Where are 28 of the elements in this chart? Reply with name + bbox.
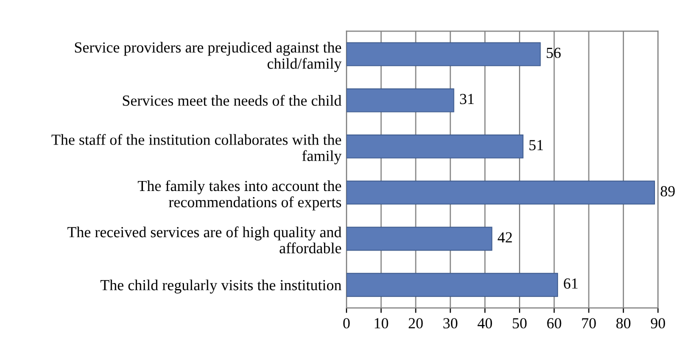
data-label: 56 [546,48,561,58]
data-label: 31 [460,94,474,104]
x-tick-label: 40 [478,318,492,328]
bar [346,88,454,112]
data-label: 89 [660,186,675,196]
data-label: 61 [564,278,578,289]
x-tick-label: 80 [616,318,630,328]
x-tick-label: 70 [582,318,596,328]
y-tick-label: The received services are of high quality and affordable [67,226,342,254]
y-tick-label: The staff of the institution collaborates with the family [52,134,342,164]
bar [346,134,524,158]
bar [346,42,541,66]
y-tick-label: Services meet the needs of the child [122,94,342,106]
x-tick-label: 0 [343,318,350,328]
bar [346,180,655,205]
x-tick-label: 10 [374,318,388,328]
x-tick-label: 20 [408,318,423,328]
data-label: 42 [498,232,512,242]
y-tick-label: Service providers are prejudiced against the child/family [74,42,342,72]
bar [346,272,558,297]
x-tick-label: 30 [443,318,458,328]
bar [346,226,492,251]
x-tick-label: 60 [547,318,562,328]
y-tick-label: The family takes into account the recommendations of experts [138,180,342,210]
x-tick-label: 90 [650,318,666,328]
y-tick-label: The child regularly visits the institution [100,280,342,294]
x-tick-label: 50 [512,318,527,328]
data-label: 51 [529,140,543,150]
